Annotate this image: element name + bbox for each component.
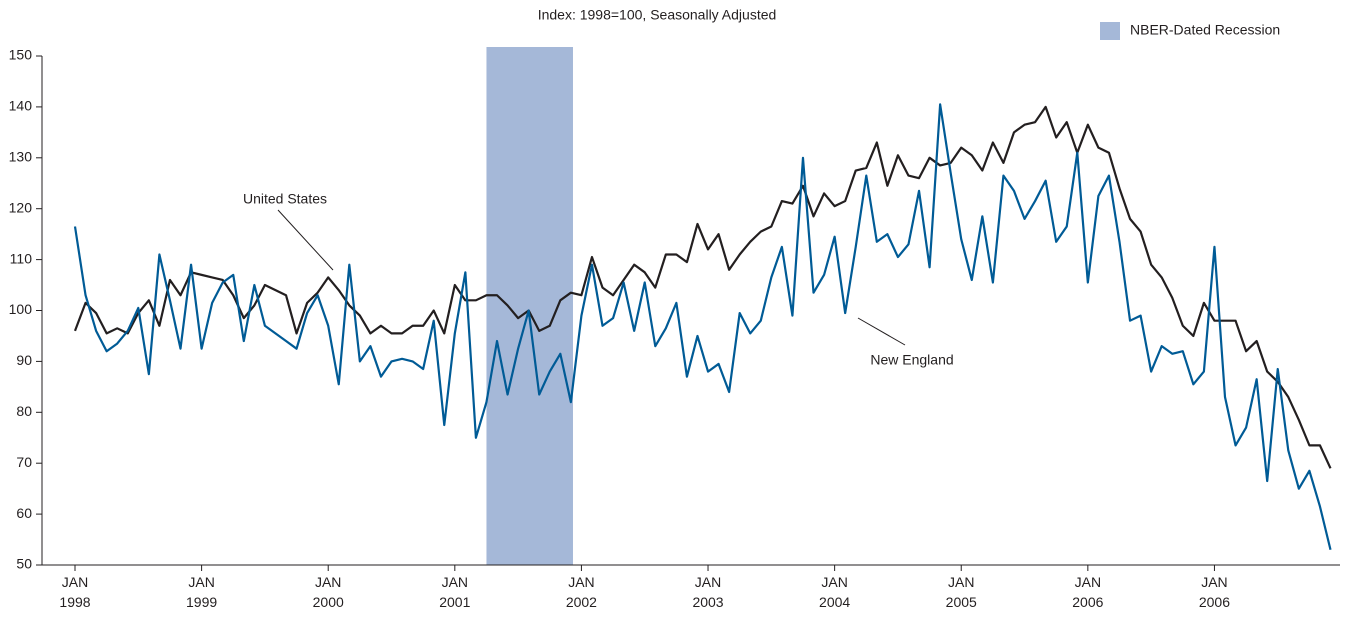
x-tick-label: JAN 2004 (819, 574, 850, 610)
annotation: New England (870, 352, 953, 368)
leader-line (857, 317, 906, 346)
legend-label: NBER-Dated Recession (1130, 22, 1280, 38)
y-tick-label: 120 (9, 199, 33, 215)
x-tick-label: JAN 2002 (566, 574, 597, 610)
x-tick-label: JAN 2006 (1072, 574, 1103, 610)
legend-swatch (1100, 22, 1120, 40)
line-series (73, 103, 1332, 550)
y-tick-label: 150 (9, 47, 33, 63)
y-tick-label: 50 (16, 556, 32, 572)
leader-line (277, 209, 334, 271)
y-tick-label: 70 (16, 454, 32, 470)
x-tick-label: JAN 2005 (946, 574, 977, 610)
y-tick-label: 100 (9, 301, 33, 317)
y-tick-label: 90 (16, 352, 32, 368)
line-series (73, 105, 1332, 469)
y-tick-label: 110 (10, 250, 33, 266)
chart-title: Index: 1998=100, Seasonally Adjusted (538, 7, 777, 23)
y-tick-label: 130 (9, 149, 33, 165)
y-tick-label: 80 (16, 403, 32, 419)
x-tick-label: JAN 1998 (59, 574, 90, 610)
x-tick-label: JAN 1999 (186, 574, 217, 610)
x-tick-label: JAN 2003 (692, 574, 723, 610)
x-tick-label: JAN 2000 (313, 574, 344, 610)
x-tick-label: JAN 2001 (439, 574, 470, 610)
x-tick-label: JAN 2006 (1199, 574, 1230, 610)
y-tick-label: 60 (16, 505, 32, 521)
annotation: United States (243, 191, 327, 207)
y-tick-label: 140 (9, 98, 33, 114)
recession-band (486, 47, 573, 565)
